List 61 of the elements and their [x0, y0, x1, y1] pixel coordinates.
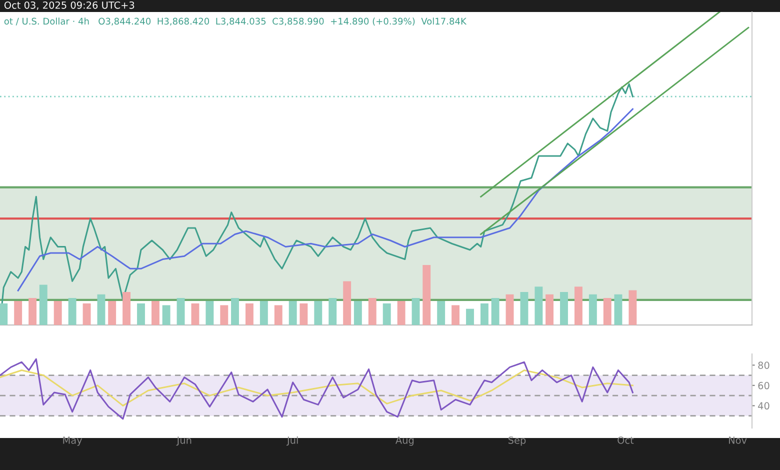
bar	[97, 294, 106, 325]
bar	[546, 294, 554, 325]
bar	[368, 298, 376, 325]
bar	[520, 292, 528, 325]
bar	[14, 301, 22, 325]
chart-title: Oct 03, 2025 09:26 UTC+3	[4, 1, 134, 10]
bar	[0, 303, 8, 325]
x-tick-label: Sep	[508, 436, 526, 446]
bar	[162, 305, 170, 325]
bar	[260, 301, 268, 325]
bar	[288, 301, 297, 325]
bar	[176, 298, 185, 325]
bar	[397, 301, 406, 325]
bar	[437, 301, 446, 325]
bar	[466, 308, 474, 325]
bar	[491, 298, 500, 325]
bar	[206, 301, 214, 325]
bar	[122, 292, 131, 325]
bar	[68, 298, 76, 325]
bar	[574, 286, 582, 325]
bar	[191, 303, 200, 325]
bar	[328, 298, 337, 325]
bar	[220, 305, 228, 325]
bar	[137, 303, 145, 325]
bar	[245, 303, 254, 325]
bar	[343, 281, 352, 325]
bar	[506, 294, 514, 325]
y-tick-label: 40	[758, 402, 770, 410]
y-tick-label: 80	[758, 362, 770, 369]
bar	[628, 290, 637, 325]
bar	[28, 298, 37, 325]
bar	[588, 294, 597, 325]
bar	[560, 292, 568, 325]
text: ot / U.S. Dollar · 4h O3,844.240 H3,868.420 L3,844.035 C3,858.990 +14.890 (+0.39%) Vol17.84K	[4, 18, 467, 26]
x-tick-label: Oct	[618, 436, 634, 444]
x-tick-label: Nov	[729, 436, 747, 444]
bar	[354, 301, 362, 325]
bar	[274, 305, 282, 325]
bar	[480, 303, 488, 325]
bar	[300, 303, 308, 325]
y-tick-label: 60	[758, 382, 770, 390]
bar	[82, 303, 91, 325]
x-tick-label: May	[63, 436, 82, 446]
line-series	[0, 369, 634, 406]
bar	[422, 265, 431, 325]
bar	[151, 301, 160, 325]
bar	[231, 298, 239, 325]
bar	[614, 294, 622, 325]
bar	[382, 303, 391, 325]
bar	[412, 298, 420, 325]
bar	[603, 298, 612, 325]
x-tick-label: Aug	[396, 436, 414, 446]
x-tick-label: Jun	[176, 436, 192, 446]
bar	[534, 286, 543, 325]
bar	[108, 301, 116, 325]
bar	[452, 305, 460, 325]
line-series	[0, 358, 634, 420]
bar	[54, 301, 62, 325]
bar	[314, 301, 322, 325]
bar	[39, 284, 48, 325]
x-tick-label: Jul	[286, 436, 298, 446]
